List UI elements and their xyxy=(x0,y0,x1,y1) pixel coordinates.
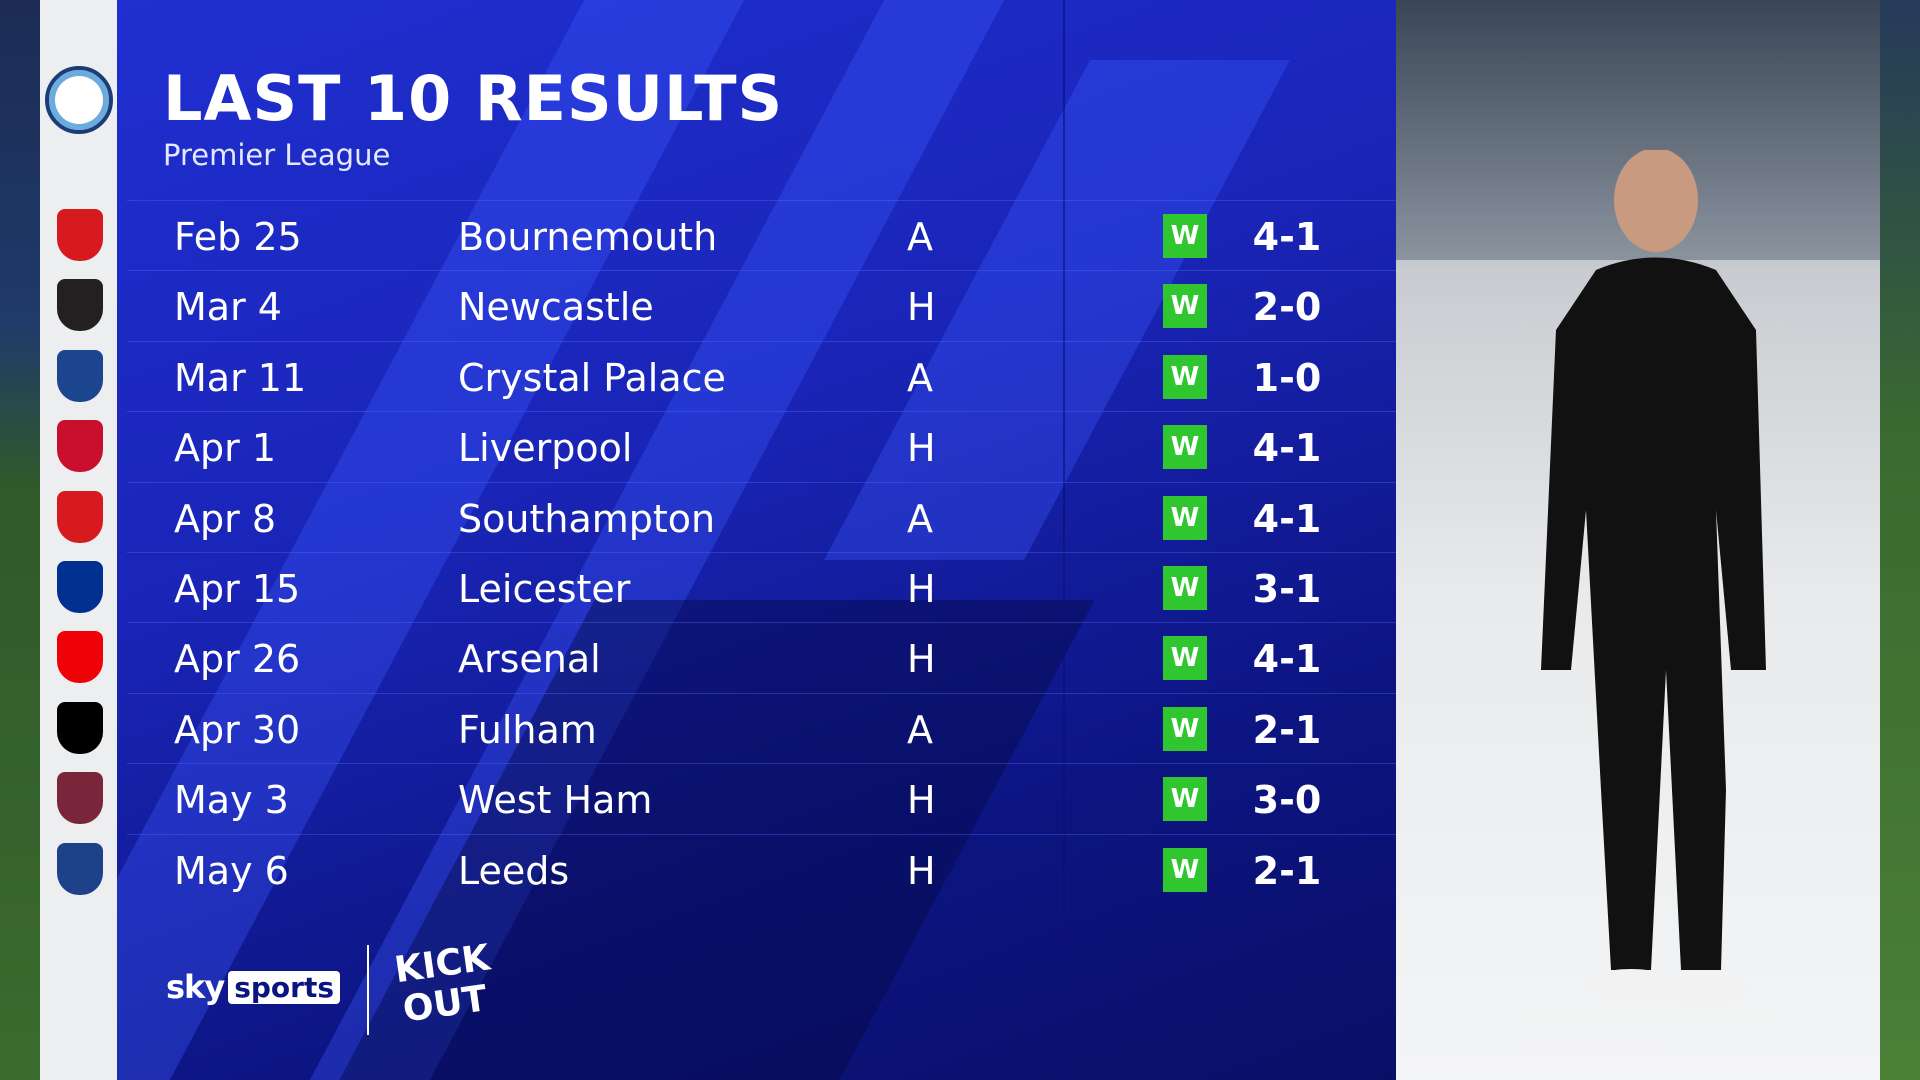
manchester-city-badge-icon xyxy=(45,66,113,134)
venue: A xyxy=(907,355,933,400)
opponent-name: West Ham xyxy=(458,778,653,823)
match-date: Mar 4 xyxy=(174,285,282,330)
result-badge: W xyxy=(1163,425,1207,470)
result-badge: W xyxy=(1163,354,1207,399)
result-badge: W xyxy=(1163,847,1207,892)
result-row: Feb 25 Bournemouth A W 4-1 xyxy=(127,200,1396,270)
results-panel: LAST 10 RESULTS Premier League Feb 25 Bou… xyxy=(117,0,1396,1080)
venue: A xyxy=(907,215,933,259)
result-badge: W xyxy=(1163,636,1207,681)
stadium-background-right xyxy=(1880,0,1920,1080)
opponent-badge-icon xyxy=(57,561,103,613)
sky-sports-logo: sky sports xyxy=(166,968,340,1006)
sky-logo-word: sky xyxy=(166,968,225,1006)
opponent-badge-icon xyxy=(57,349,103,402)
opponent-badge-icon xyxy=(57,701,103,754)
result-row: Apr 8 Southampton A W 4-1 xyxy=(127,481,1396,552)
score: 4-1 xyxy=(1252,215,1322,259)
score: 2-0 xyxy=(1252,285,1322,330)
match-date: Apr 26 xyxy=(174,637,301,682)
match-date: May 6 xyxy=(174,848,289,893)
result-row: Mar 11 Crystal Palace A W 1-0 xyxy=(127,340,1396,411)
stadium-background-left xyxy=(0,0,40,1080)
venue: H xyxy=(907,848,936,893)
match-date: Apr 1 xyxy=(174,426,276,471)
match-date: Mar 11 xyxy=(174,355,307,400)
opponent-name: Leicester xyxy=(458,567,631,611)
page-title: LAST 10 RESULTS xyxy=(163,62,784,135)
match-date: Apr 15 xyxy=(174,567,301,611)
venue: H xyxy=(907,637,936,682)
opponent-badge-icon xyxy=(57,490,103,543)
score: 4-1 xyxy=(1252,637,1322,682)
venue: A xyxy=(907,496,933,541)
opponent-badge-icon xyxy=(57,631,103,684)
score: 3-0 xyxy=(1252,778,1322,823)
result-row: Mar 4 Newcastle H W 2-0 xyxy=(127,270,1396,340)
result-badge: W xyxy=(1163,495,1207,540)
opponent-name: Southampton xyxy=(458,496,716,541)
score: 1-0 xyxy=(1252,355,1322,400)
match-date: Apr 30 xyxy=(174,707,301,752)
result-badge: W xyxy=(1163,214,1207,258)
opponent-badge-icon xyxy=(57,842,103,895)
venue: H xyxy=(907,567,936,611)
opponent-badge-icon xyxy=(57,772,103,825)
venue: A xyxy=(907,707,933,752)
manager-photo xyxy=(1396,0,1880,1080)
manager-figure xyxy=(1541,150,1766,1006)
opponent-badge-icon xyxy=(57,279,103,332)
result-row: Apr 1 Liverpool H W 4-1 xyxy=(127,411,1396,481)
match-date: May 3 xyxy=(174,778,289,823)
result-row: Apr 15 Leicester H W 3-1 xyxy=(127,552,1396,622)
result-badge: W xyxy=(1163,706,1207,751)
opponent-badge-icon xyxy=(57,209,103,261)
venue: H xyxy=(907,426,936,471)
opponent-name: Leeds xyxy=(458,848,570,893)
opponent-name: Crystal Palace xyxy=(458,355,726,400)
result-row: May 6 Leeds H W 2-1 xyxy=(127,833,1396,904)
score: 4-1 xyxy=(1252,496,1322,541)
venue: H xyxy=(907,285,936,330)
match-date: Apr 8 xyxy=(174,496,276,541)
score: 2-1 xyxy=(1252,848,1322,893)
venue: H xyxy=(907,778,936,823)
column-divider xyxy=(1063,0,1065,1080)
result-row: May 3 West Ham H W 3-0 xyxy=(127,763,1396,833)
result-badge: W xyxy=(1163,777,1207,822)
opponent-name: Newcastle xyxy=(458,285,654,330)
opponent-name: Arsenal xyxy=(458,637,601,682)
score: 4-1 xyxy=(1252,426,1322,471)
competition-subtitle: Premier League xyxy=(163,138,391,172)
opponent-name: Fulham xyxy=(458,707,597,752)
result-row: Apr 26 Arsenal H W 4-1 xyxy=(127,622,1396,692)
result-badge: W xyxy=(1163,284,1207,329)
badge-column xyxy=(40,0,117,1080)
result-row: Apr 30 Fulham A W 2-1 xyxy=(127,692,1396,763)
result-badge: W xyxy=(1163,566,1207,610)
opponent-name: Liverpool xyxy=(458,426,633,471)
score: 2-1 xyxy=(1252,707,1322,752)
sports-logo-word: sports xyxy=(228,970,340,1004)
opponent-badge-icon xyxy=(57,420,103,473)
kick-it-out-logo: KICK OUT xyxy=(392,937,493,1031)
opponent-name: Bournemouth xyxy=(458,215,718,259)
match-date: Feb 25 xyxy=(174,215,302,259)
logo-separator xyxy=(367,945,369,1035)
score: 3-1 xyxy=(1252,567,1322,611)
